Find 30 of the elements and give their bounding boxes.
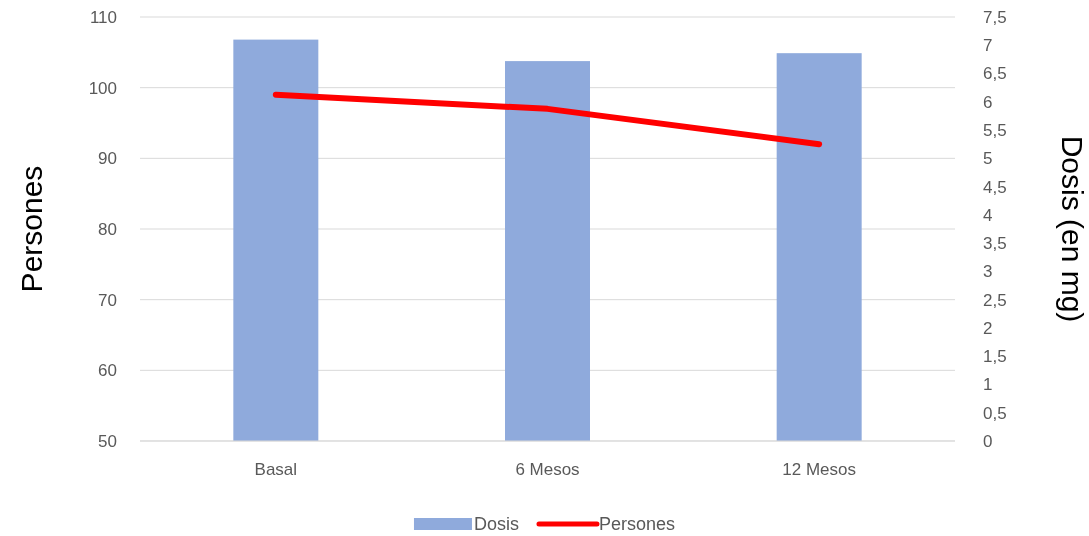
y-tick-label: 50 [98, 431, 117, 451]
y2-tick-label: 6,5 [983, 64, 1007, 84]
y2-tick-label: 7,5 [983, 7, 1007, 27]
y2-tick-label: 0 [983, 431, 993, 451]
legend-label: Dosis [473, 514, 519, 534]
x-tick-label: 12 Mesos [782, 460, 857, 480]
y2-tick-label: 1 [983, 375, 993, 395]
y2-tick-label: 5 [983, 149, 993, 169]
y2-tick-label: 0,5 [983, 403, 1007, 423]
y2-tick-label: 1,5 [983, 347, 1007, 367]
y2-tick-label: 3,5 [983, 234, 1007, 254]
y-tick-label: 90 [98, 149, 117, 169]
y2-tick-label: 3 [983, 262, 993, 282]
y2-axis-title: Dosis (en mg) [1056, 135, 1089, 323]
y2-tick-label: 2 [983, 318, 993, 338]
y-tick-label: 80 [98, 219, 117, 239]
x-tick-label: 6 Mesos [515, 460, 580, 480]
x-tick-label: Basal [254, 460, 298, 480]
y2-tick-label: 4 [983, 205, 993, 225]
y-tick-label: 110 [89, 7, 117, 27]
y-tick-label: 60 [98, 361, 117, 381]
y-tick-label: 100 [88, 78, 117, 98]
y2-tick-label: 5,5 [983, 121, 1007, 141]
y-axis-title: Persones [15, 165, 48, 293]
y2-tick-label: 7 [983, 36, 993, 56]
y-tick-label: 70 [98, 290, 117, 310]
y2-tick-label: 6 [983, 92, 993, 112]
y2-tick-label: 2,5 [983, 290, 1007, 310]
y2-tick-label: 4,5 [983, 177, 1007, 197]
legend-label: Persones [598, 514, 676, 534]
